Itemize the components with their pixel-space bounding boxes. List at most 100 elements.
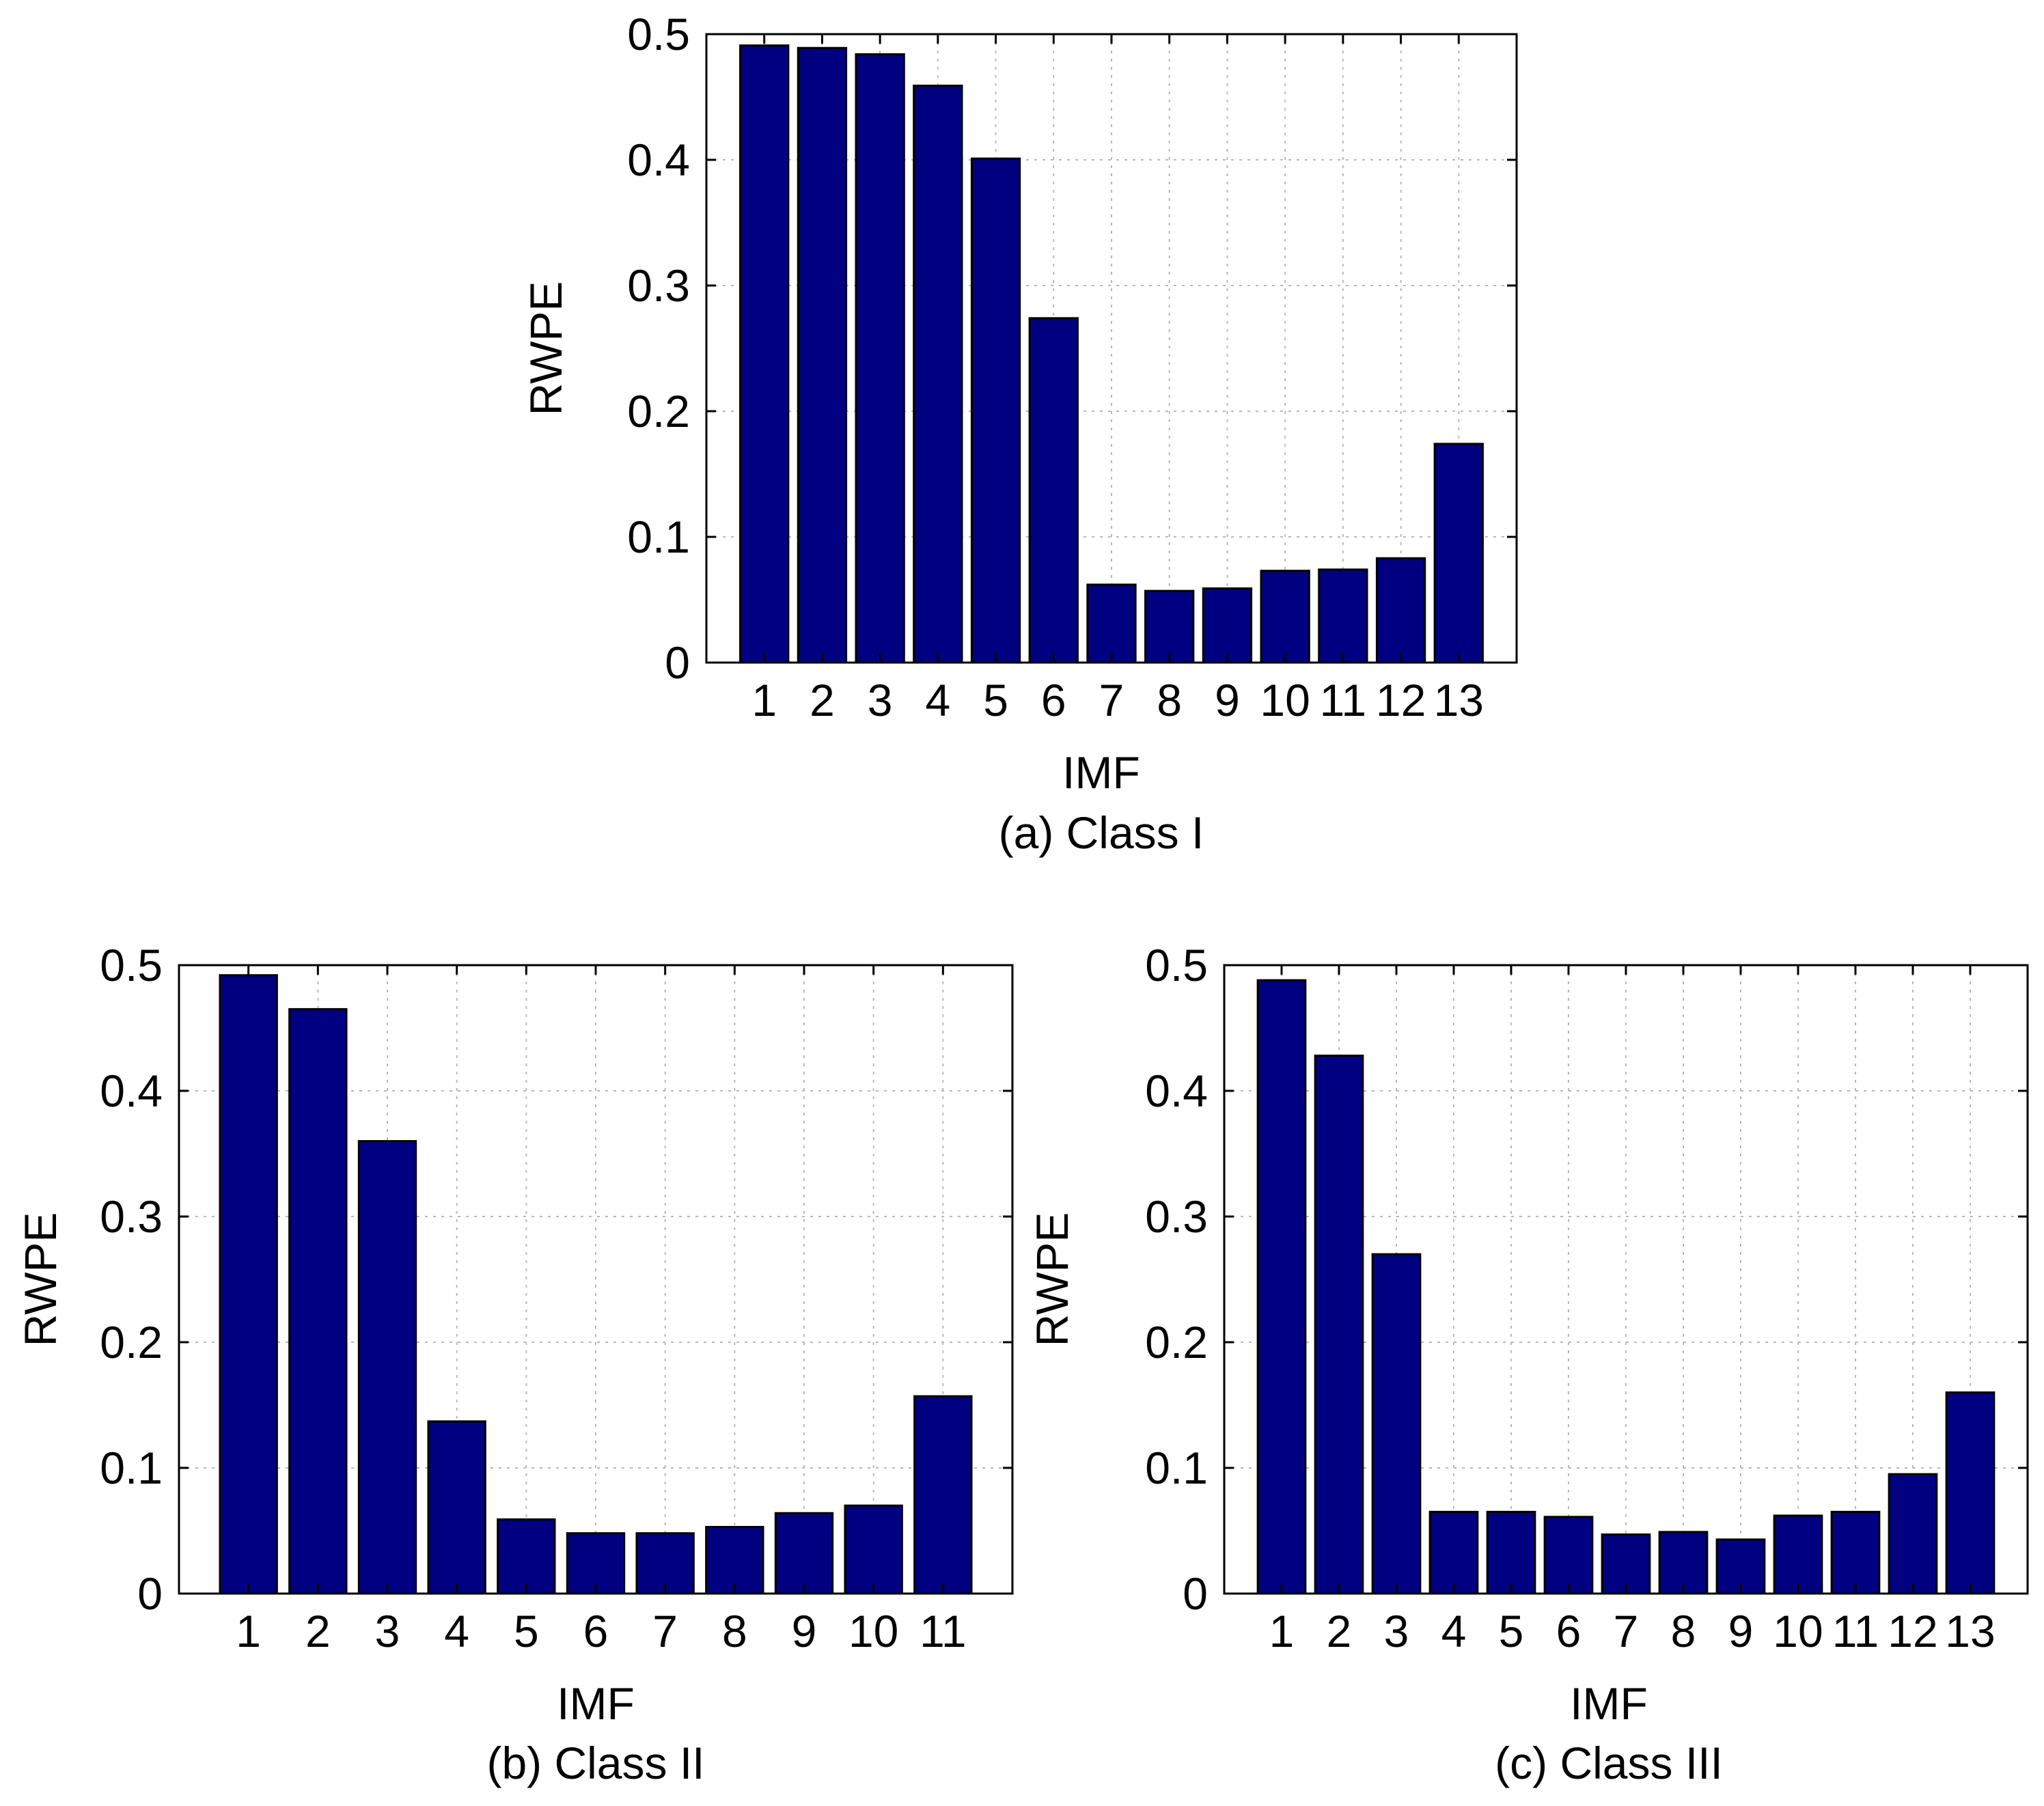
panel-b-bar-imf-9 <box>774 1512 834 1595</box>
panel-b-xtick-label: 7 <box>652 1606 678 1656</box>
panel-a-xtick-label: 11 <box>1320 675 1367 725</box>
panel-c-xtick-label: 8 <box>1671 1606 1696 1656</box>
panel-class-i: 00.10.20.30.40.5 1 2 3 4 5 6 7 8 9 10 11 12 13 IMF R… <box>521 9 1518 858</box>
panel-a-xtick-label: 7 <box>1099 675 1124 725</box>
panel-c-bar-imf-2 <box>1314 1054 1364 1595</box>
panel-b-bar-imf-4 <box>427 1420 486 1595</box>
panel-a-bar-imf-12 <box>1375 557 1426 664</box>
panel-c-xtick-label: 12 <box>1888 1606 1937 1656</box>
panel-a-ytick-labels: 0 0.1 0.2 0.3 0.4 0.5 <box>627 9 690 688</box>
panel-b-bar-imf-8 <box>705 1525 764 1595</box>
panel-b-xtick-label: 2 <box>305 1606 331 1656</box>
panel-c-ticks <box>1224 964 2028 1595</box>
panel-b-xtick-label: 5 <box>514 1606 539 1656</box>
panel-b-bar-imf-5 <box>497 1518 556 1595</box>
panel-a-bar-imf-4 <box>913 84 963 664</box>
panel-c-bar-imf-13 <box>1945 1391 1995 1595</box>
panel-a-xtick-label: 10 <box>1260 675 1310 725</box>
panel-a-xtick-label: 8 <box>1157 675 1182 725</box>
panel-c-ytick-label: 0.5 <box>1145 940 1208 990</box>
panel-a-xtick-label: 4 <box>925 675 950 725</box>
panel-c-xtick-label: 5 <box>1499 1606 1524 1656</box>
panel-c-xtick-label: 9 <box>1728 1606 1754 1656</box>
panel-a-bar-imf-10 <box>1260 570 1310 664</box>
panel-c-xtick-label: 13 <box>1945 1606 1995 1656</box>
panel-c-caption: (c) Class III <box>1495 1738 1723 1788</box>
panel-a-bar-imf-8 <box>1144 589 1195 664</box>
panel-a-bar-imf-6 <box>1028 317 1079 664</box>
panel-class-iii: 00.10.20.30.40.5 1 2 3 4 5 6 7 8 9 10 11 12 13 IMF R… <box>1027 940 2029 1788</box>
panel-b-xtick-label: 10 <box>848 1606 898 1656</box>
panel-c-bar-imf-12 <box>1888 1473 1938 1595</box>
panel-a-xtick-label: 6 <box>1041 675 1066 725</box>
panel-a-ytick-label: 0.3 <box>627 260 690 311</box>
panel-a-ytick-label: 0.1 <box>627 512 690 562</box>
panel-b-bar-imf-6 <box>566 1532 626 1595</box>
panel-b-bar-imf-2 <box>288 1008 348 1595</box>
panel-c-bar-imf-11 <box>1830 1510 1881 1595</box>
panel-a-bar-imf-9 <box>1202 587 1253 664</box>
panel-a-xtick-label: 1 <box>751 675 777 725</box>
panel-c-xtick-label: 3 <box>1384 1606 1409 1656</box>
panel-c-xtick-label: 11 <box>1832 1606 1879 1656</box>
panel-c-bar-imf-3 <box>1371 1253 1422 1595</box>
panel-c-xtick-label: 10 <box>1773 1606 1823 1656</box>
panel-a-xtick-label: 3 <box>868 675 893 725</box>
panel-b-xtick-label: 6 <box>583 1606 609 1656</box>
panel-c-bar-imf-10 <box>1773 1514 1823 1595</box>
panel-c-bar-imf-4 <box>1428 1510 1479 1595</box>
panel-b-xtick-label: 9 <box>792 1606 817 1656</box>
panel-a-bar-imf-2 <box>797 46 848 664</box>
panel-a-bar-imf-13 <box>1433 443 1484 664</box>
panel-c-ytick-label: 0.2 <box>1145 1317 1208 1367</box>
panel-a-caption: (a) Class I <box>999 807 1204 858</box>
panel-b-xtick-label: 3 <box>375 1606 400 1656</box>
panel-b-ytick-label: 0.3 <box>100 1191 163 1242</box>
panel-b-xtick-label: 8 <box>722 1606 747 1656</box>
panel-a-bar-imf-1 <box>739 44 790 664</box>
panel-a-xtick-label: 9 <box>1215 675 1240 725</box>
panel-c-bar-imf-5 <box>1486 1510 1536 1595</box>
panel-c-xtick-label: 4 <box>1441 1606 1467 1656</box>
panel-b-xtick-label: 4 <box>444 1606 469 1656</box>
panel-c-ylabel: RWPE <box>1027 1212 1077 1347</box>
panel-b-caption: (b) Class II <box>486 1738 704 1788</box>
panel-c-bar-imf-7 <box>1601 1533 1651 1595</box>
panel-c-xtick-labels: 1 2 3 4 5 6 7 8 9 10 11 12 13 <box>1269 1606 1995 1656</box>
panel-a-xlabel: IMF <box>1062 747 1140 798</box>
panel-b-ytick-label: 0.1 <box>100 1443 163 1493</box>
panel-a-bar-imf-7 <box>1086 583 1137 664</box>
panel-c-ytick-labels: 0 0.1 0.2 0.3 0.4 0.5 <box>1145 940 1208 1619</box>
panel-c-ytick-label: 0.1 <box>1145 1443 1208 1493</box>
panel-a-bar-imf-3 <box>855 53 905 664</box>
panel-c-ytick-label: 0.4 <box>1145 1066 1208 1116</box>
panel-b-xtick-label: 1 <box>236 1606 261 1656</box>
panel-a-ytick-label: 0 <box>665 637 690 688</box>
panel-b-bar-imf-1 <box>219 974 278 1595</box>
panel-a-xtick-label: 2 <box>810 675 835 725</box>
panel-a-ytick-label: 0.5 <box>627 9 690 59</box>
panel-b-ytick-label: 0 <box>137 1568 163 1619</box>
panel-a-bar-imf-5 <box>970 157 1021 664</box>
panel-a-bar-imf-11 <box>1318 568 1368 664</box>
panel-a-xtick-labels: 1 2 3 4 5 6 7 8 9 10 11 12 13 <box>751 675 1484 725</box>
panel-b-ytick-labels: 0 0.1 0.2 0.3 0.4 0.5 <box>100 940 163 1619</box>
panel-a-ytick-label: 0.2 <box>627 386 690 436</box>
panel-b-xlabel: IMF <box>557 1678 635 1729</box>
panel-a-ticks <box>706 33 1517 664</box>
panel-c-bar-imf-1 <box>1256 979 1307 1595</box>
panel-a-ylabel: RWPE <box>521 281 571 416</box>
panel-c-ytick-label: 0.3 <box>1145 1191 1208 1242</box>
panel-b-bar-imf-7 <box>635 1532 695 1595</box>
panel-b-xtick-label: 11 <box>920 1606 967 1656</box>
panel-b-xtick-labels: 1 2 3 4 5 6 7 8 9 10 11 <box>236 1606 966 1656</box>
panel-b-ytick-label: 0.2 <box>100 1317 163 1367</box>
panel-c-bars <box>1256 979 1995 1595</box>
panel-a-xtick-label: 5 <box>983 675 1008 725</box>
panel-c-xtick-label: 7 <box>1614 1606 1639 1656</box>
panel-b-ytick-label: 0.4 <box>100 1066 163 1116</box>
panel-b-bar-imf-10 <box>844 1504 903 1595</box>
panel-c-bar-imf-6 <box>1543 1516 1594 1595</box>
panel-a-xtick-label: 12 <box>1376 675 1426 725</box>
panel-c-xlabel: IMF <box>1570 1678 1648 1729</box>
